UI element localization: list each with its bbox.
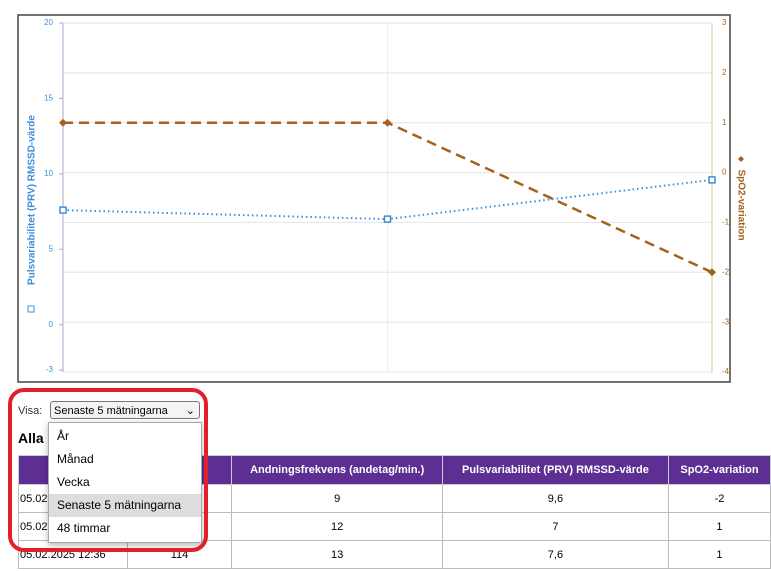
table-cell: 7,6 [441,540,669,569]
header-cell: SpO2-variation [667,455,771,485]
y-tick-label: 15 [44,94,53,103]
chart-frame [17,14,731,383]
filter-label: Visa: [18,405,43,417]
y-tick-label: -3 [46,365,54,374]
select-value: Senaste 5 mätningarna [54,405,168,417]
table-row: 05.02 9 9,6 -2 [18,484,771,513]
y2-tick-label: 0 [722,168,727,177]
dropdown-list: År Månad Vecka Senaste 5 mätningarna 48 timm… [48,422,202,543]
y2-tick-label: -2 [722,267,730,276]
dropdown-option[interactable]: År [57,429,69,443]
y2-axis-title-marker [738,156,744,162]
data-point [708,176,716,184]
y-tick-label: 0 [49,320,54,329]
header-cell: Andningsfrekvens (andetag/min.) [231,455,443,485]
data-point [59,118,67,127]
table-cell: 1 [667,540,771,569]
y-tick-label: 5 [49,244,54,253]
y2-tick-label: -4 [722,367,730,376]
data-point [708,268,716,277]
data-point [383,118,392,127]
section-heading: Alla [18,430,44,446]
y-axis-title: Pulsvariabilitet (PRV) RMSSD-värde [27,115,38,285]
y2-tick-label: 1 [722,118,727,127]
y2-axis-title: SpO2-variation [735,169,746,240]
y2-tick-label: -3 [722,317,730,326]
y-axis-title-marker [27,305,35,313]
y-tick-label: 10 [44,169,53,178]
table-cell: 13 [231,540,443,569]
highlight-box [8,388,208,552]
dropdown-option[interactable]: Månad [57,452,94,466]
header-cell: Pulsvariabilitet (PRV) RMSSD-värde [441,455,669,485]
y2-tick-label: 2 [722,68,727,77]
data-point [59,206,67,214]
y-tick-label: 20 [44,18,53,27]
dropdown-option[interactable]: Vecka [57,475,90,489]
table-row: 05.02.2025 12:36 114 13 7,6 1 [18,540,771,569]
table-cell: 1 [667,512,771,541]
select-arrow: ⌄ [185,405,195,417]
data-table: ut)Andningsfrekvens (andetag/min.)Pulsva… [18,455,771,569]
period-select[interactable]: Senaste 5 mätningarna ⌄ [50,401,200,419]
dropdown-option[interactable]: 48 timmar [57,521,111,535]
y2-tick-label: 3 [722,18,727,27]
table-cell: 9 [231,484,443,513]
table-cell: 12 [231,512,443,541]
y2-tick-label: -1 [722,218,730,227]
data-point [383,215,392,223]
table-cell: 05.02.2025 12:36 [18,540,128,569]
table-cell: -2 [667,484,771,513]
chart: -4 -3 -2 -1 0 1 2 3 -3 0 5 10 15 20 Pulsvariabilitet (… [17,14,746,383]
dropdown-option[interactable]: Senaste 5 mätningarna [49,494,201,517]
table-cell: 9,6 [441,484,669,513]
table-cell: 7 [441,512,669,541]
